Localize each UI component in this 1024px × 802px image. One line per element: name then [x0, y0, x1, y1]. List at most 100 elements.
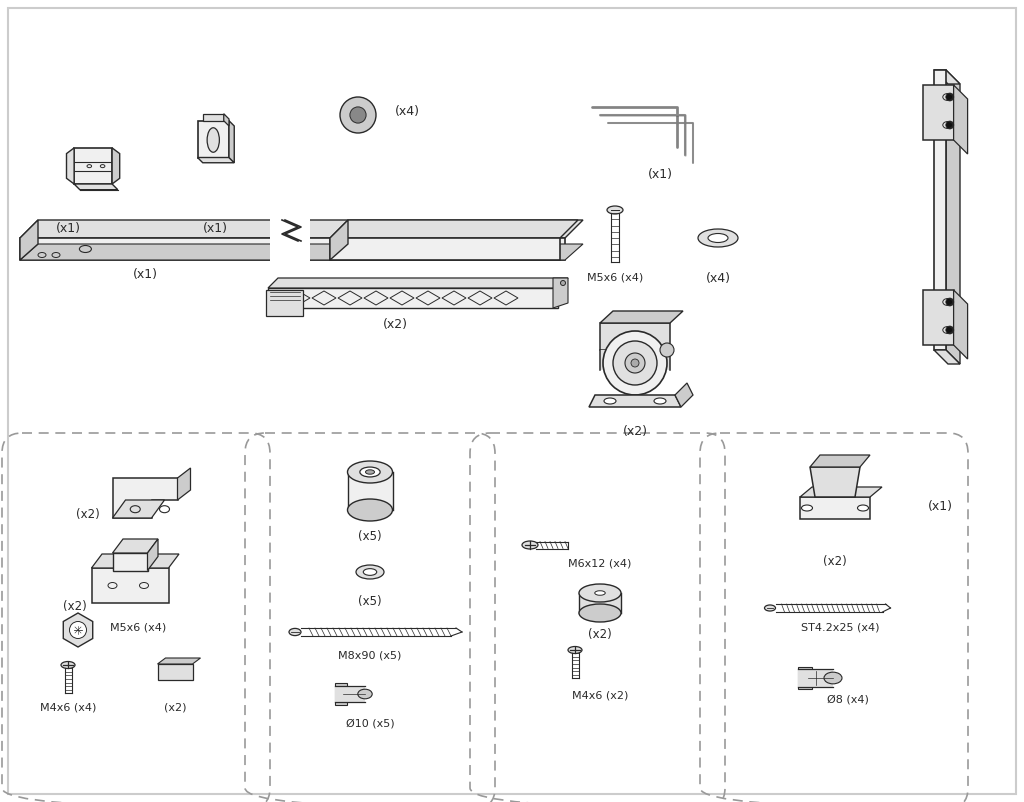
- Polygon shape: [158, 658, 201, 664]
- Circle shape: [613, 341, 657, 385]
- Text: M4x6 (x4): M4x6 (x4): [40, 703, 96, 713]
- Ellipse shape: [607, 206, 623, 214]
- Polygon shape: [934, 70, 961, 84]
- Polygon shape: [113, 478, 177, 518]
- Ellipse shape: [824, 672, 842, 684]
- Polygon shape: [934, 350, 961, 364]
- Polygon shape: [347, 472, 392, 510]
- Text: M5x6 (x4): M5x6 (x4): [587, 272, 643, 282]
- Text: Ø10 (x5): Ø10 (x5): [346, 718, 394, 728]
- Polygon shape: [20, 220, 38, 260]
- Text: (x4): (x4): [395, 106, 420, 119]
- Polygon shape: [113, 553, 147, 570]
- Ellipse shape: [347, 499, 392, 521]
- Ellipse shape: [765, 605, 775, 611]
- Circle shape: [946, 93, 953, 101]
- Circle shape: [946, 326, 953, 334]
- Circle shape: [631, 359, 639, 367]
- Text: (x2): (x2): [63, 600, 87, 613]
- Ellipse shape: [347, 461, 392, 483]
- Circle shape: [70, 622, 86, 638]
- Polygon shape: [20, 220, 583, 238]
- Circle shape: [340, 97, 376, 133]
- Polygon shape: [330, 238, 560, 260]
- Text: (x2): (x2): [164, 703, 186, 713]
- Polygon shape: [800, 487, 882, 497]
- Text: (x2): (x2): [623, 425, 647, 438]
- Polygon shape: [268, 278, 568, 288]
- Text: (x2): (x2): [588, 628, 612, 641]
- Ellipse shape: [579, 584, 621, 602]
- Polygon shape: [335, 686, 365, 702]
- Polygon shape: [112, 148, 120, 184]
- Ellipse shape: [579, 604, 621, 622]
- Ellipse shape: [359, 467, 380, 477]
- Polygon shape: [800, 497, 870, 519]
- Polygon shape: [20, 238, 565, 260]
- Text: (x4): (x4): [706, 272, 730, 285]
- Polygon shape: [798, 667, 812, 689]
- Text: Ø8 (x4): Ø8 (x4): [827, 695, 869, 705]
- Polygon shape: [798, 669, 833, 687]
- Polygon shape: [91, 568, 169, 603]
- Polygon shape: [20, 244, 583, 260]
- Polygon shape: [953, 290, 968, 359]
- Polygon shape: [810, 467, 860, 497]
- Ellipse shape: [560, 281, 565, 286]
- Ellipse shape: [366, 470, 375, 474]
- Ellipse shape: [357, 689, 372, 699]
- Polygon shape: [579, 593, 621, 613]
- Text: M4x6 (x2): M4x6 (x2): [571, 690, 628, 700]
- Text: ST4.2x25 (x4): ST4.2x25 (x4): [801, 622, 880, 632]
- Polygon shape: [600, 323, 670, 350]
- Ellipse shape: [857, 505, 868, 511]
- Polygon shape: [113, 539, 158, 553]
- Circle shape: [660, 343, 674, 357]
- Polygon shape: [934, 70, 946, 350]
- Ellipse shape: [207, 128, 219, 152]
- Circle shape: [946, 121, 953, 129]
- Polygon shape: [147, 539, 158, 570]
- Ellipse shape: [289, 629, 301, 636]
- Ellipse shape: [356, 565, 384, 579]
- Circle shape: [946, 298, 953, 306]
- Polygon shape: [198, 157, 234, 163]
- Polygon shape: [600, 350, 670, 370]
- Text: (x1): (x1): [928, 500, 952, 513]
- Text: M5x6 (x4): M5x6 (x4): [110, 622, 166, 632]
- Polygon shape: [91, 554, 179, 568]
- Polygon shape: [74, 184, 118, 190]
- Polygon shape: [330, 220, 578, 238]
- Polygon shape: [330, 220, 348, 260]
- Polygon shape: [810, 455, 870, 467]
- Polygon shape: [600, 311, 683, 323]
- Ellipse shape: [61, 662, 75, 669]
- Polygon shape: [675, 383, 693, 407]
- Polygon shape: [177, 468, 190, 500]
- Ellipse shape: [522, 541, 538, 549]
- Polygon shape: [589, 395, 681, 407]
- Ellipse shape: [341, 689, 358, 699]
- Text: M8x90 (x5): M8x90 (x5): [338, 650, 401, 660]
- Ellipse shape: [802, 505, 812, 511]
- Polygon shape: [158, 664, 193, 680]
- Polygon shape: [229, 121, 234, 163]
- Polygon shape: [63, 613, 93, 647]
- Ellipse shape: [604, 398, 616, 404]
- Polygon shape: [198, 121, 229, 157]
- Text: (x5): (x5): [358, 595, 382, 608]
- Circle shape: [350, 107, 367, 123]
- Text: (x1): (x1): [55, 222, 81, 235]
- Polygon shape: [203, 114, 224, 121]
- Polygon shape: [553, 278, 568, 308]
- Circle shape: [625, 353, 645, 373]
- Ellipse shape: [654, 398, 666, 404]
- Polygon shape: [946, 70, 961, 364]
- Text: (x1): (x1): [647, 168, 673, 181]
- Text: (x2): (x2): [383, 318, 408, 331]
- Polygon shape: [923, 290, 953, 345]
- Text: (x2): (x2): [76, 508, 100, 521]
- Ellipse shape: [364, 569, 377, 575]
- Text: (x2): (x2): [823, 555, 847, 568]
- Polygon shape: [113, 500, 165, 518]
